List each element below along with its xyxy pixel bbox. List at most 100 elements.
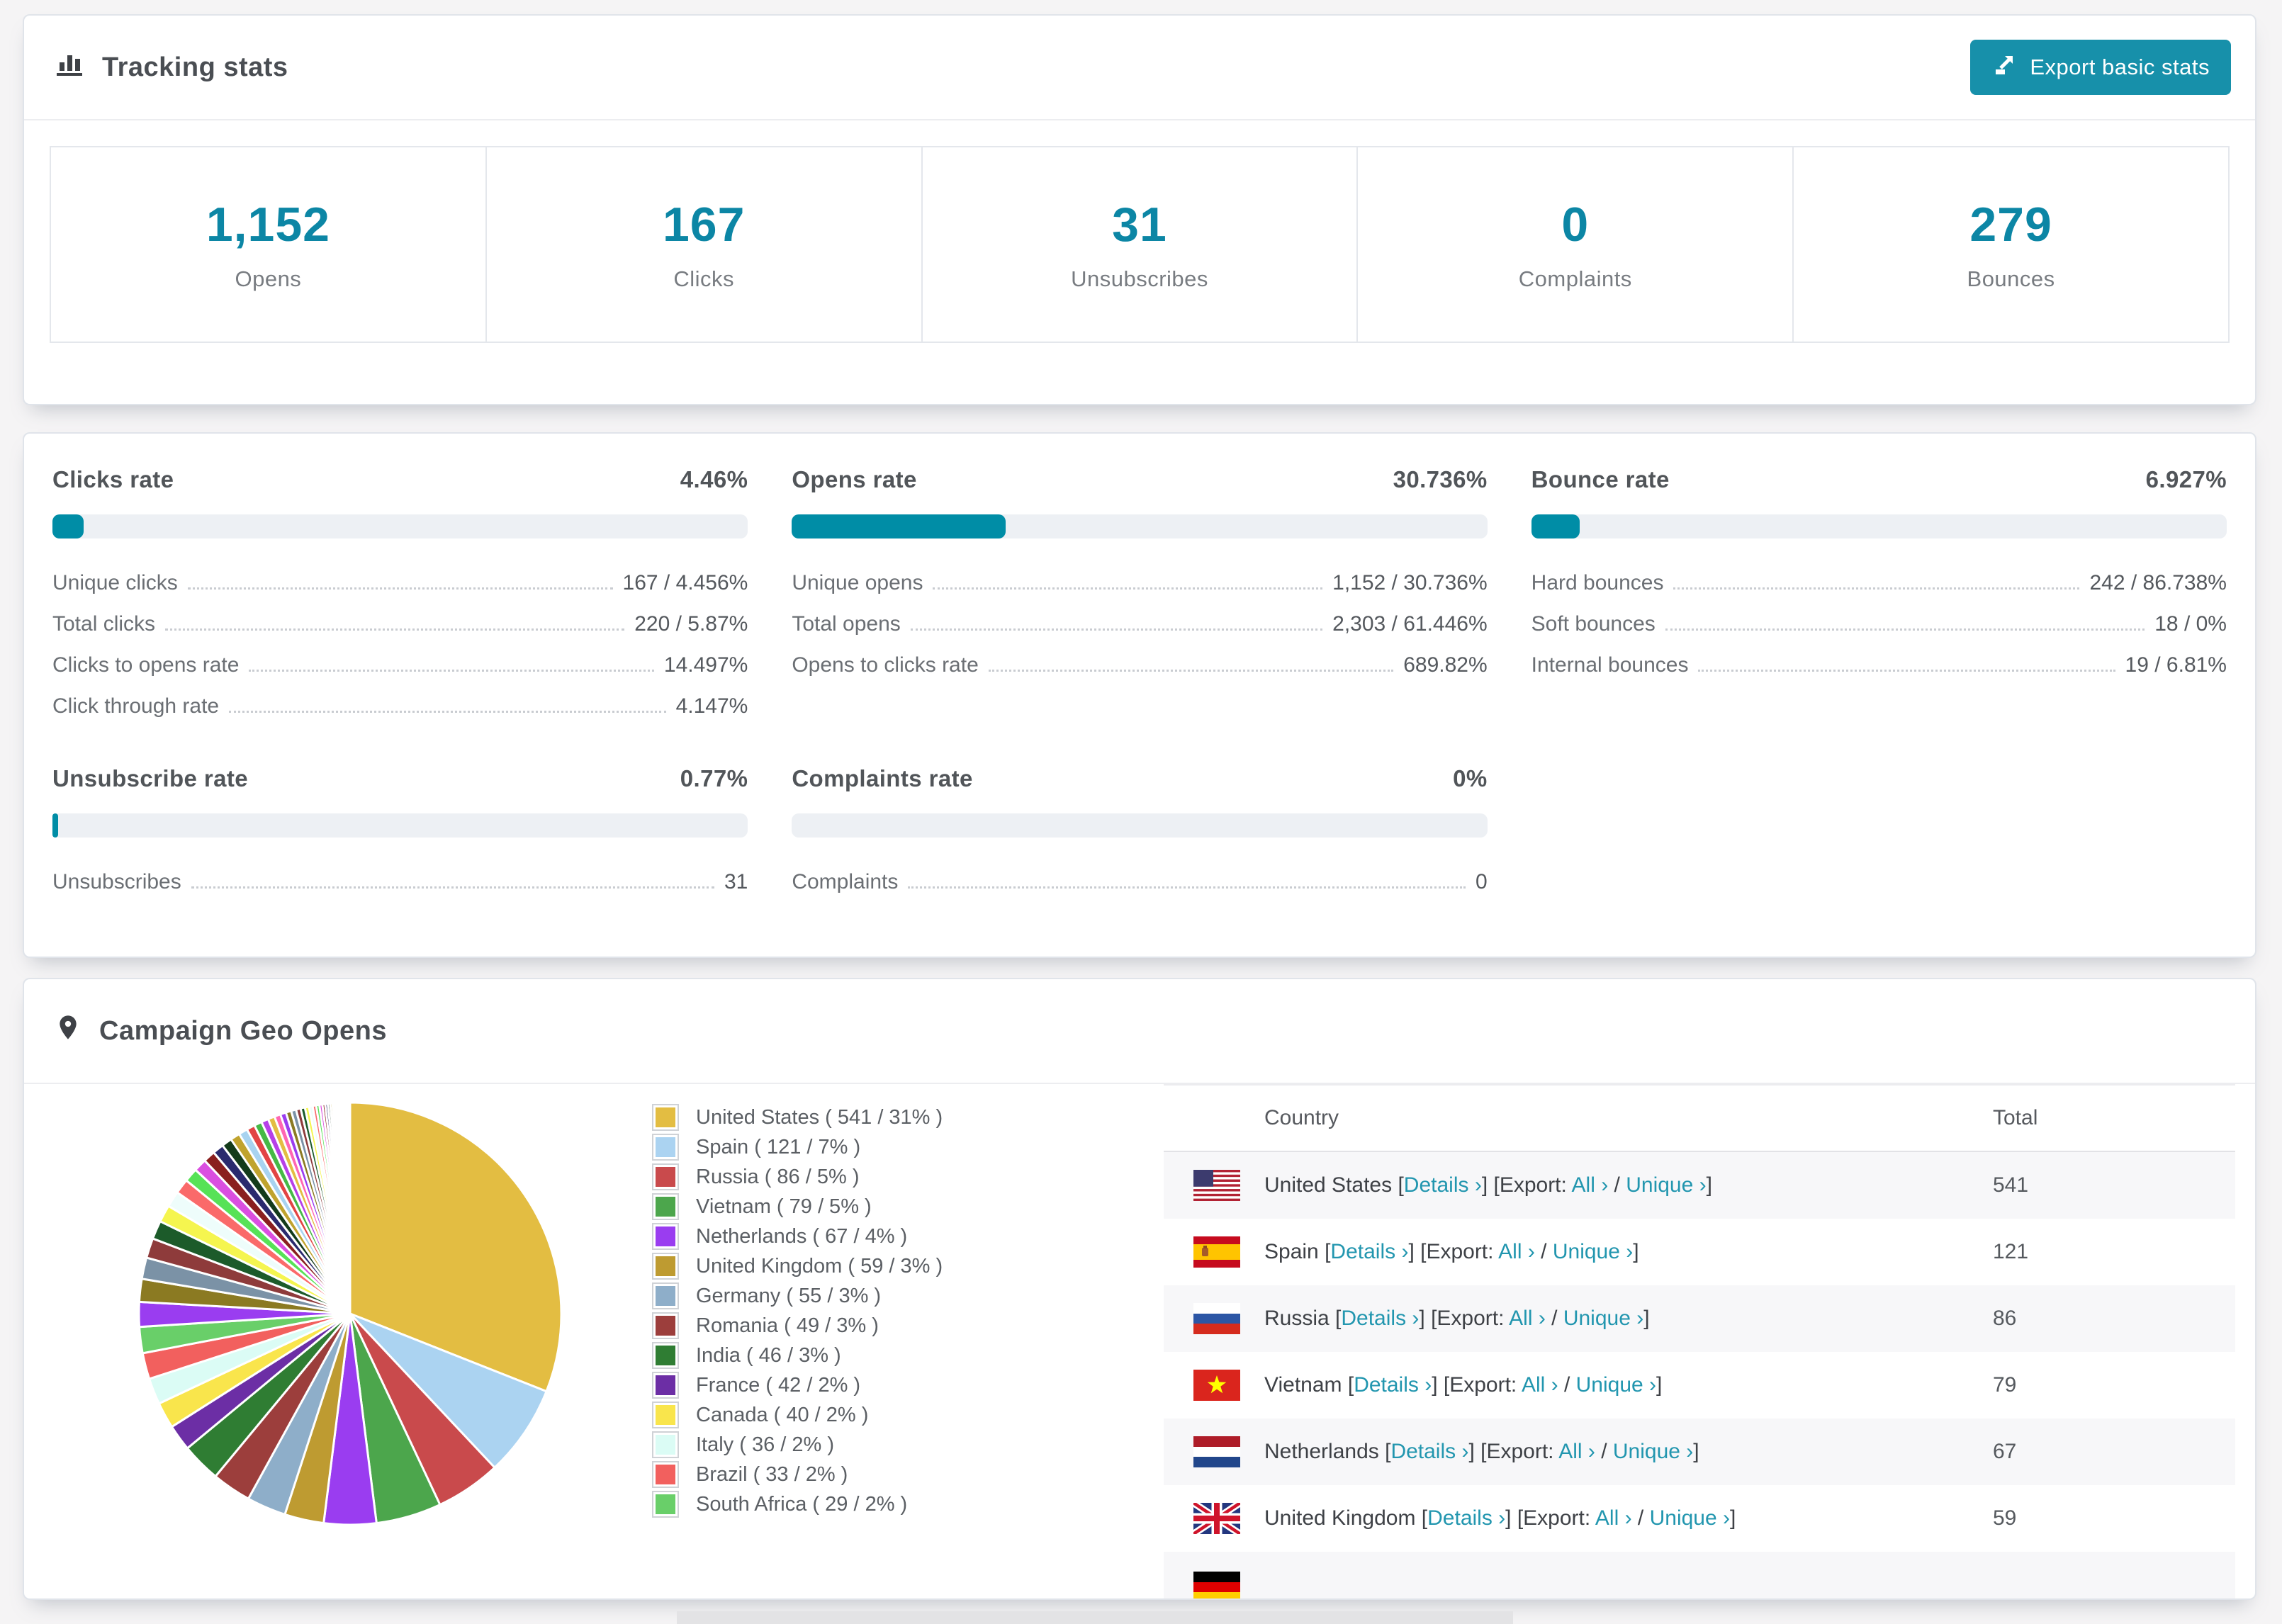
geo-body: United States ( 541 / 31% ) Spain ( 121 /…: [24, 1084, 2255, 1598]
rate-title: Complaints rate: [792, 765, 973, 791]
dotted-leader: [933, 587, 1323, 590]
summary-box-opens: 1,152 Opens: [51, 147, 485, 342]
export-unique-link[interactable]: Unique ›: [1563, 1307, 1644, 1330]
legend-item-romania[interactable]: Romania ( 49 / 3% ): [653, 1311, 943, 1341]
summary-box-complaints: 0 Complaints: [1356, 147, 1792, 342]
rate-stat-value: 31: [724, 870, 748, 893]
legend-swatch: [653, 1373, 678, 1397]
details-link[interactable]: Details ›: [1403, 1173, 1482, 1197]
map-pin-icon: [54, 1012, 82, 1050]
tracking-stats-header: Tracking stats Export basic stats: [24, 16, 2255, 120]
legend-item-italy[interactable]: Italy ( 36 / 2% ): [653, 1430, 943, 1460]
export-unique-link[interactable]: Unique ›: [1626, 1173, 1707, 1197]
legend-item-spain[interactable]: Spain ( 121 / 7% ): [653, 1132, 943, 1162]
legend-swatch: [653, 1224, 678, 1248]
export-icon: [1991, 52, 2017, 83]
legend-label: France ( 42 / 2% ): [696, 1373, 861, 1397]
rate-stat-label: Unique opens: [792, 571, 923, 594]
dotted-leader: [1698, 670, 2115, 672]
legend-label: United Kingdom ( 59 / 3% ): [696, 1254, 943, 1278]
legend-item-netherlands[interactable]: Netherlands ( 67 / 4% ): [653, 1222, 943, 1251]
legend-item-united-states[interactable]: United States ( 541 / 31% ): [653, 1103, 943, 1132]
summary-value: 1,152: [206, 198, 330, 252]
tracking-stats-card: Tracking stats Export basic stats 1,152 O…: [23, 14, 2256, 405]
export-all-link[interactable]: All ›: [1509, 1307, 1546, 1330]
rate-stat-label: Total clicks: [52, 612, 156, 636]
country-cell: Russia [Details ›] [Export: All › / Uniq…: [1264, 1307, 1650, 1330]
rate-stat-row: Hard bounces 242 / 86.738%: [1531, 571, 2227, 595]
legend-label: Canada ( 40 / 2% ): [696, 1403, 869, 1426]
details-link[interactable]: Details ›: [1341, 1307, 1420, 1330]
legend-item-brazil[interactable]: Brazil ( 33 / 2% ): [653, 1460, 943, 1489]
summary-label: Opens: [235, 266, 302, 291]
legend-item-south-africa[interactable]: South Africa ( 29 / 2% ): [653, 1489, 943, 1519]
summary-label: Clicks: [673, 266, 735, 291]
rate-stat-value: 14.497%: [663, 653, 748, 677]
export-all-link[interactable]: All ›: [1498, 1240, 1535, 1263]
rate-stat-value: 0: [1475, 870, 1488, 893]
rate-stat-row: Complaints 0: [792, 870, 1487, 894]
geo-table-body: United States [Details ›] [Export: All ›…: [1164, 1152, 2235, 1598]
summary-label: Complaints: [1518, 266, 1632, 291]
table-row-spain: Spain [Details ›] [Export: All › / Uniqu…: [1164, 1219, 2235, 1285]
progress-bar-fill: [1531, 514, 1580, 538]
dotted-leader: [988, 670, 1394, 672]
vn-flag-icon: [1193, 1370, 1240, 1401]
summary-box-unsubscribes: 31 Unsubscribes: [921, 147, 1357, 342]
rate-title: Opens rate: [792, 466, 917, 492]
rate-block-clicks-rate: Clicks rate 4.46% Unique clicks 167 / 4.456…: [52, 466, 748, 718]
page-title: Tracking stats: [102, 52, 288, 82]
total-cell: 86: [1993, 1307, 2017, 1330]
rate-block-bounce-rate: Bounce rate 6.927% Hard bounces 242 / 86.73…: [1531, 466, 2227, 718]
legend-swatch: [653, 1135, 678, 1159]
legend-item-canada[interactable]: Canada ( 40 / 2% ): [653, 1400, 943, 1430]
details-link[interactable]: Details ›: [1354, 1373, 1432, 1397]
details-link[interactable]: Details ›: [1427, 1506, 1506, 1530]
export-all-link[interactable]: All ›: [1521, 1373, 1558, 1397]
rate-stat-row: Soft bounces 18 / 0%: [1531, 612, 2227, 636]
rate-stat-row: Unique clicks 167 / 4.456%: [52, 571, 748, 595]
legend-item-india[interactable]: India ( 46 / 3% ): [653, 1341, 943, 1370]
table-row-united-kingdom: United Kingdom [Details ›] [Export: All …: [1164, 1485, 2235, 1552]
legend-item-russia[interactable]: Russia ( 86 / 5% ): [653, 1162, 943, 1192]
legend-item-vietnam[interactable]: Vietnam ( 79 / 5% ): [653, 1192, 943, 1222]
total-cell: 541: [1993, 1173, 2029, 1197]
summary-value: 279: [1969, 198, 2052, 252]
geo-opens-pie-chart: [137, 1101, 563, 1526]
summary-label: Bounces: [1967, 266, 2055, 291]
bar-chart-icon: [54, 48, 85, 86]
country-cell: Spain [Details ›] [Export: All › / Uniqu…: [1264, 1240, 1639, 1263]
legend-swatch: [653, 1105, 678, 1129]
legend-label: Brazil ( 33 / 2% ): [696, 1462, 848, 1486]
rate-title: Unsubscribe rate: [52, 765, 248, 791]
legend-swatch: [653, 1314, 678, 1338]
export-basic-stats-button[interactable]: Export basic stats: [1970, 40, 2231, 95]
total-cell: 121: [1993, 1240, 2029, 1263]
dotted-leader: [908, 886, 1466, 889]
export-unique-link[interactable]: Unique ›: [1649, 1506, 1730, 1530]
rate-stat-value: 242 / 86.738%: [2089, 571, 2227, 594]
rates-row-1: Clicks rate 4.46% Unique clicks 167 / 4.456…: [52, 466, 2227, 718]
pie-legend: United States ( 541 / 31% ) Spain ( 121 /…: [653, 1103, 943, 1519]
summary-value: 31: [1112, 198, 1167, 252]
rate-stat-value: 2,303 / 61.446%: [1332, 612, 1488, 636]
export-unique-link[interactable]: Unique ›: [1575, 1373, 1657, 1397]
export-all-link[interactable]: All ›: [1571, 1173, 1609, 1197]
geo-header: Campaign Geo Opens: [24, 979, 2255, 1084]
rate-stat-label: Hard bounces: [1531, 571, 1664, 594]
details-link[interactable]: Details ›: [1330, 1240, 1409, 1263]
legend-item-united-kingdom[interactable]: United Kingdom ( 59 / 3% ): [653, 1251, 943, 1281]
export-unique-link[interactable]: Unique ›: [1612, 1440, 1694, 1463]
geo-table-header: Country Total: [1164, 1084, 2235, 1152]
export-unique-link[interactable]: Unique ›: [1552, 1240, 1634, 1263]
export-all-link[interactable]: All ›: [1558, 1440, 1595, 1463]
details-link[interactable]: Details ›: [1390, 1440, 1469, 1463]
de-flag-icon: [1193, 1572, 1240, 1598]
export-all-link[interactable]: All ›: [1595, 1506, 1632, 1530]
legend-item-germany[interactable]: Germany ( 55 / 3% ): [653, 1281, 943, 1311]
dotted-leader: [1673, 587, 2080, 590]
legend-item-france[interactable]: France ( 42 / 2% ): [653, 1370, 943, 1400]
pie-slice-spain: [349, 1312, 548, 1469]
dotted-leader: [187, 587, 613, 590]
rate-stat-value: 19 / 6.81%: [2125, 653, 2227, 677]
